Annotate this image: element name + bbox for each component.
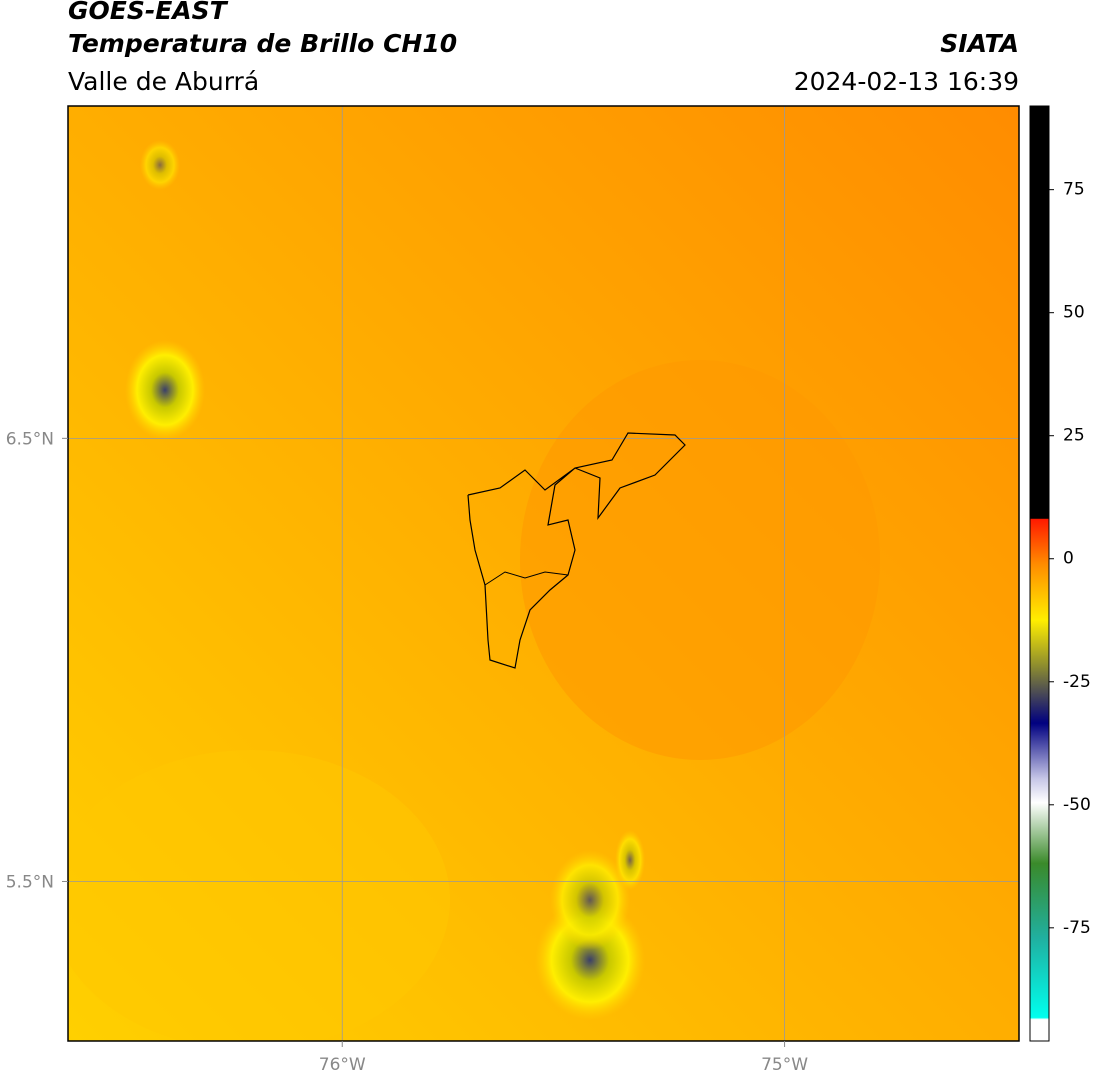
municipality-outline — [484, 571, 569, 586]
colorbar-tick-label: -50 — [1063, 795, 1091, 815]
source: SIATA — [940, 29, 1019, 58]
colorbar-tick-label: 75 — [1063, 180, 1085, 200]
colorbar-tick-label: -25 — [1063, 672, 1091, 692]
colorbar-tick-label: -75 — [1063, 918, 1091, 938]
title: GOES-EAST — [68, 0, 229, 25]
subtitle: Temperatura de Brillo CH10 — [68, 29, 457, 58]
datetime: 2024-02-13 16:39 — [794, 67, 1019, 96]
colorbar — [1029, 105, 1050, 1042]
colorbar-tick-label: 25 — [1063, 426, 1085, 446]
y-tick-label: 6.5°N — [6, 429, 54, 449]
colorbar-tick-label: 50 — [1063, 303, 1085, 323]
municipality-outline — [467, 432, 686, 669]
region: Valle de Aburrá — [68, 67, 259, 96]
x-tick-label: 75°W — [761, 1055, 808, 1075]
map-frame — [67, 105, 1020, 1042]
colorbar-tick-label: 0 — [1063, 549, 1074, 569]
y-tick-label: 5.5°N — [6, 872, 54, 892]
map-field — [68, 106, 1019, 1041]
graticule — [68, 106, 1019, 1041]
x-tick-label: 76°W — [319, 1055, 366, 1075]
